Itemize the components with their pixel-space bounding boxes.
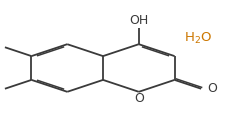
Text: O: O (207, 82, 217, 95)
Text: O: O (134, 92, 144, 106)
Text: OH: OH (129, 13, 148, 27)
Text: H$_2$O: H$_2$O (184, 30, 212, 46)
